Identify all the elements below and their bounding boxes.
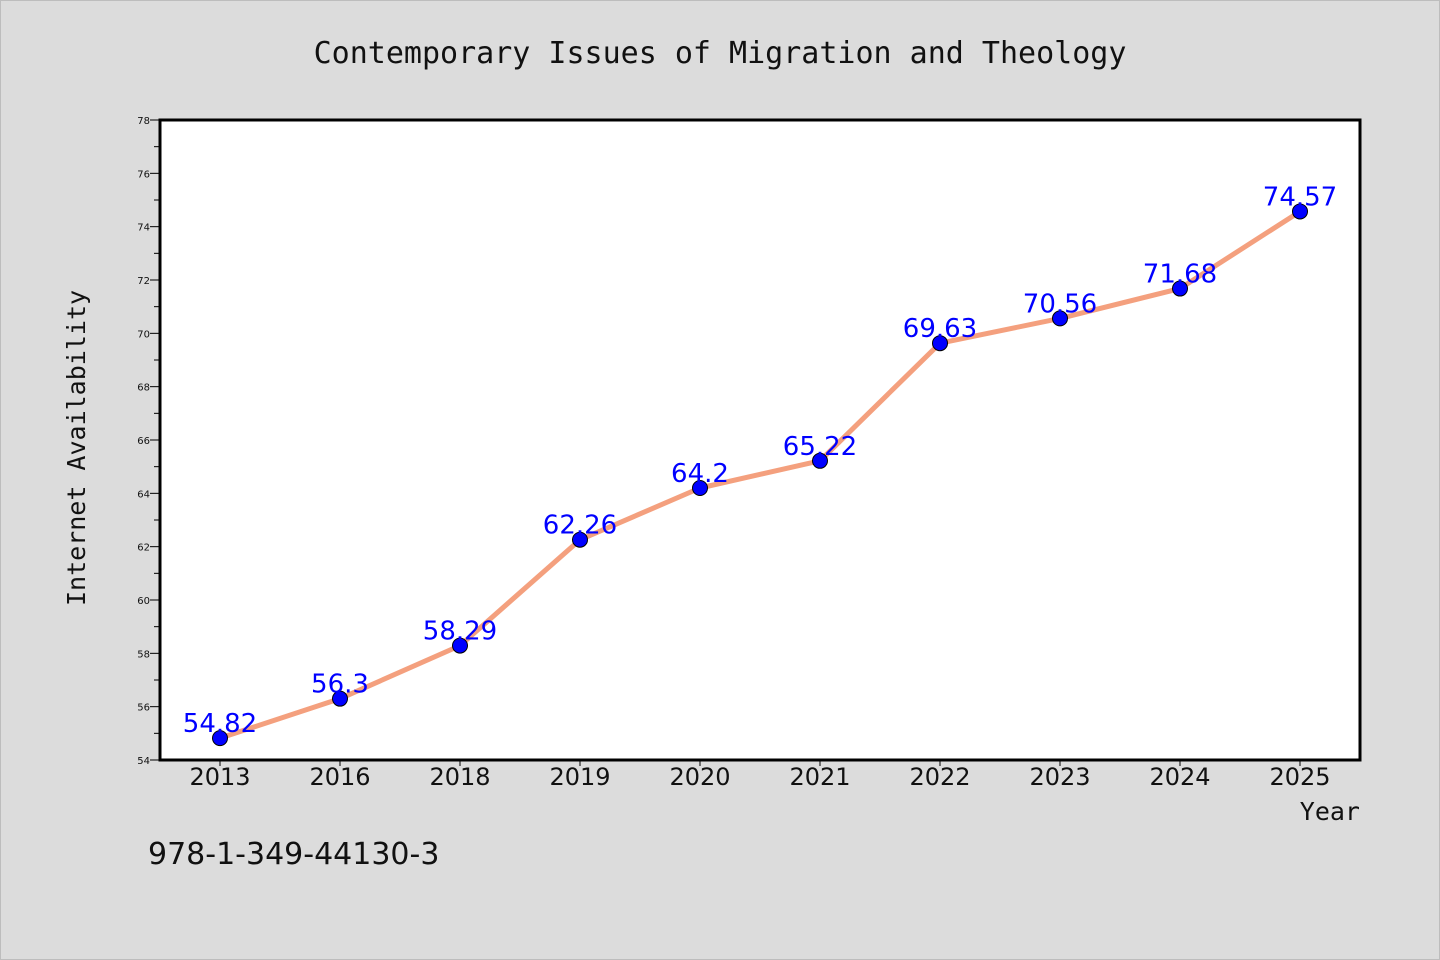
x-tick-label: 2013	[189, 763, 250, 791]
isbn-text: 978-1-349-44130-3	[148, 837, 439, 872]
data-label: 71.68	[1143, 260, 1217, 290]
y-tick-label: 64	[137, 489, 150, 500]
data-point	[1172, 280, 1188, 297]
data-label: 56.3	[311, 670, 369, 700]
data-point	[572, 531, 588, 548]
x-tick-label: 2016	[309, 763, 370, 791]
plot-area	[160, 120, 1360, 760]
y-tick-label: 72	[137, 276, 150, 287]
data-label: 65.22	[783, 432, 857, 462]
y-tick-label: 56	[137, 703, 150, 714]
x-tick-label: 2021	[789, 763, 850, 791]
plot-border	[158, 118, 1362, 762]
y-axis-label: Internet Availability	[62, 290, 91, 606]
y-tick-label: 54	[137, 756, 150, 767]
y-axis: 54 56 58 60 62 64 66 68 70 72 74 76 78	[137, 116, 160, 767]
data-point	[812, 452, 828, 469]
x-axis: 2013 2016 2018 2019 2020 2021 2022 2023 2024 2025	[189, 760, 1331, 791]
data-label: 58.29	[423, 617, 497, 647]
x-tick-label: 2024	[1149, 763, 1210, 791]
x-tick-label: 2018	[429, 763, 490, 791]
y-tick-label: 70	[137, 329, 150, 340]
y-tick-label: 62	[137, 543, 150, 554]
y-tick-label: 66	[137, 436, 150, 447]
x-tick-label: 2025	[1269, 763, 1330, 791]
y-tick-label: 76	[137, 169, 150, 180]
x-tick-label: 2023	[1029, 763, 1090, 791]
data-markers	[212, 203, 1308, 747]
data-point	[1292, 203, 1308, 220]
y-tick-label: 68	[137, 383, 150, 394]
y-tick-label: 78	[137, 116, 150, 127]
data-point	[932, 335, 948, 352]
x-axis-label: Year	[1300, 797, 1360, 826]
data-point	[692, 480, 708, 496]
y-tick-label: 58	[137, 649, 150, 660]
data-label: 74.57	[1263, 182, 1337, 212]
data-labels: 54.82 56.3 58.29 62.26 64.2 65.22 69.63 70.56 71…	[183, 182, 1337, 739]
series-line	[217, 208, 1303, 741]
data-label: 70.56	[1023, 289, 1097, 319]
data-label: 64.2	[671, 459, 729, 489]
y-tick-label: 60	[137, 596, 150, 607]
x-tick-label: 2022	[909, 763, 970, 791]
data-point	[452, 637, 468, 654]
data-label: 69.63	[903, 314, 977, 344]
data-point	[332, 690, 348, 707]
chart-title: Contemporary Issues of Migration and The…	[314, 36, 1127, 71]
x-tick-label: 2019	[549, 763, 610, 791]
y-tick-label: 74	[137, 223, 150, 234]
data-label: 54.82	[183, 709, 257, 739]
data-point	[1052, 310, 1068, 327]
data-point	[212, 730, 228, 747]
data-label: 62.26	[543, 511, 617, 541]
x-tick-label: 2020	[669, 763, 730, 791]
